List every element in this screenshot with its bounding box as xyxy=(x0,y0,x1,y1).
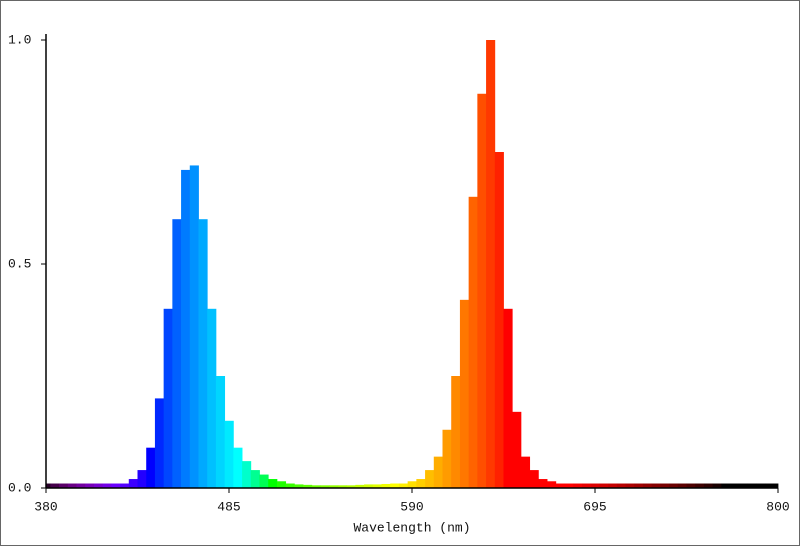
spectrum-bar xyxy=(242,461,252,488)
spectrum-bar xyxy=(730,483,740,488)
spectrum-bar xyxy=(329,485,339,488)
spectrum-bar xyxy=(93,483,104,488)
spectrum-bar xyxy=(503,308,513,488)
spectrum-bar xyxy=(669,483,679,488)
spectrum-bar xyxy=(128,479,138,488)
spectrum-bar xyxy=(111,483,121,488)
spectrum-bar xyxy=(538,479,548,488)
spectrum-bar xyxy=(520,456,531,488)
spectrum-bar xyxy=(50,483,60,488)
spectrum-bar xyxy=(233,447,243,488)
spectrum-bar xyxy=(512,411,522,488)
spectrum-bar xyxy=(433,456,443,488)
spectrum-bar xyxy=(337,485,348,488)
spectrum-bar xyxy=(599,483,609,488)
spectrum-bar xyxy=(660,483,670,488)
spectrum-bar xyxy=(616,483,626,488)
spectrum-bar xyxy=(294,484,304,488)
spectrum-bar xyxy=(224,420,234,488)
spectrum-bar xyxy=(451,376,461,488)
spectrum-bar xyxy=(285,483,295,488)
spectrum-bar xyxy=(651,483,661,488)
spectrum-bar xyxy=(85,483,95,488)
spectrum-bar xyxy=(259,474,269,488)
x-tick-label: 485 xyxy=(217,499,240,514)
spectrum-bar xyxy=(303,484,313,488)
spectrum-bar xyxy=(215,376,226,488)
spectrum-bar xyxy=(416,479,426,488)
spectrum-bar xyxy=(608,483,618,488)
spectrum-bar xyxy=(581,483,592,488)
spectrum-bar xyxy=(738,483,748,488)
spectrum-bar xyxy=(137,470,147,488)
spectrum-bar xyxy=(268,479,278,488)
spectrum-bar xyxy=(198,219,208,488)
spectrum-bar xyxy=(721,483,731,488)
spectrum-bar xyxy=(547,481,557,488)
spectrum-bar xyxy=(590,483,600,488)
spectrum-bar xyxy=(181,169,191,489)
spectrum-bar xyxy=(207,308,217,488)
spectrum-bar xyxy=(756,483,766,488)
spectrum-bar xyxy=(686,483,696,488)
spectrum-bar xyxy=(529,470,539,488)
y-tick-label: 1.0 xyxy=(8,32,31,47)
spectrum-bar xyxy=(102,483,112,488)
spectrum-bar xyxy=(677,483,687,488)
spectrum-bar xyxy=(747,483,757,488)
spectrum-bar xyxy=(634,483,644,488)
spectrum-bar xyxy=(486,40,496,488)
spectrum-bar xyxy=(59,483,69,488)
spectrum-bar xyxy=(163,308,173,488)
spectrum-bar xyxy=(477,93,487,488)
spectrum-bar xyxy=(564,483,574,488)
spectrum-bar xyxy=(320,485,330,488)
spectrum-bar xyxy=(442,429,452,488)
spectrum-bar xyxy=(407,481,417,488)
spectrum-bar xyxy=(555,483,565,488)
y-tick-label: 0.5 xyxy=(8,256,31,271)
x-axis-label: Wavelength (nm) xyxy=(353,520,470,535)
spectrum-bar xyxy=(355,484,365,488)
spectrum-bar xyxy=(695,483,705,488)
spectrum-bar xyxy=(46,483,51,488)
x-tick-label: 695 xyxy=(583,499,606,514)
x-tick-label: 380 xyxy=(34,499,57,514)
spectrum-bar xyxy=(189,165,199,488)
spectrum-bar xyxy=(76,483,86,488)
spectrum-bar xyxy=(703,483,714,488)
x-tick-label: 590 xyxy=(400,499,423,514)
spectrum-bar xyxy=(390,483,400,488)
spectrum-bar xyxy=(120,483,130,488)
spectrum-bar xyxy=(712,483,722,488)
spectrum-bar xyxy=(494,152,504,488)
y-tick-label: 0.0 xyxy=(8,480,31,495)
spectrum-bar xyxy=(625,483,635,488)
spectrum-bar xyxy=(642,483,653,488)
spectrum-bar xyxy=(276,481,287,488)
spectrum-bar xyxy=(468,196,478,489)
spectrum-bar xyxy=(398,483,409,488)
spectrum-bar xyxy=(146,447,156,488)
spectrum-bar xyxy=(67,483,77,488)
spectrum-bar xyxy=(172,219,182,488)
spectrum-bar xyxy=(459,299,470,488)
spectrum-bar xyxy=(764,483,775,488)
spectrum-bar xyxy=(381,483,391,488)
spectrum-bar xyxy=(250,470,260,488)
spectrum-bar xyxy=(364,484,374,488)
spectrum-bar xyxy=(154,398,165,488)
spectrum-bar xyxy=(425,470,435,488)
spectrum-bar xyxy=(311,485,321,488)
x-tick-label: 800 xyxy=(766,499,789,514)
spectrum-bar xyxy=(346,485,356,488)
spectrum-bar xyxy=(372,484,382,488)
spectrum-bar xyxy=(573,483,583,488)
spectrum-bar xyxy=(773,483,779,488)
